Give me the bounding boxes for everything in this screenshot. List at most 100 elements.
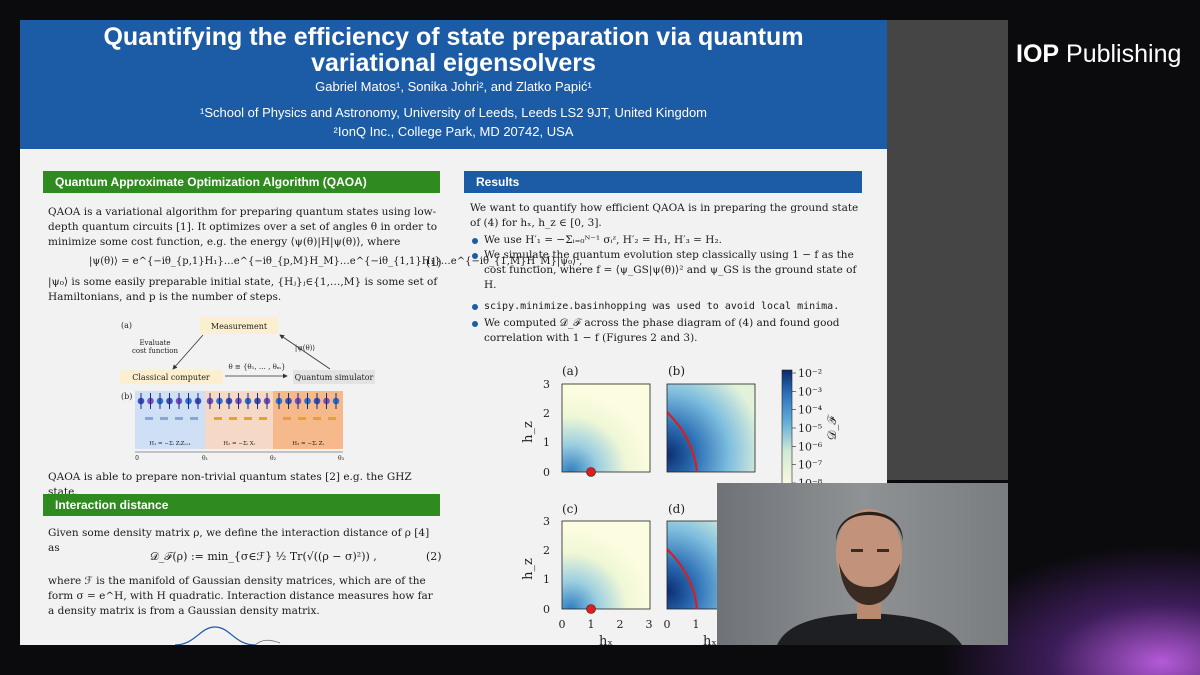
classical-computer-box xyxy=(120,370,223,384)
affiliation-1: ¹School of Physics and Astronomy, Univer… xyxy=(199,105,708,120)
panel-d-label: (d) xyxy=(668,502,685,516)
c-xlabel: hₓ xyxy=(599,634,613,645)
hamiltonian-h2: H₂ = −Σᵢ Xᵢ xyxy=(223,441,255,447)
hamiltonian-h3: H₃ = −Σᵢ Zᵢ xyxy=(292,441,324,447)
quantum-simulator-box xyxy=(293,370,375,384)
panel-a-label: (a) xyxy=(562,364,579,378)
c-ytick-3: 3 xyxy=(543,515,550,528)
qaoa-paragraph: QAOA is a variational algorithm for prep… xyxy=(48,206,438,248)
qaoa-figure: (a) Measurement Evaluate cost function |… xyxy=(120,317,375,462)
colorbar-ticks: 10⁻²10⁻³10⁻⁴10⁻⁵10⁻⁶10⁻⁷10⁻⁸ xyxy=(792,367,823,490)
bullet-hamiltonians: We use H′₁ = −Σᵢ₌₀ᴺ⁻¹ σᵢᶻ, H′₂ = H₁, H′₃… xyxy=(472,233,862,248)
authors: Gabriel Matos¹, Sonika Johri², and Zlatk… xyxy=(315,79,592,94)
d-xtick-1: 1 xyxy=(693,618,700,631)
c-xtick-2: 2 xyxy=(617,618,624,631)
colorbar-tick-label: 10⁻⁶ xyxy=(798,440,823,453)
interaction-distance-heading: Interaction distance xyxy=(43,494,440,516)
presenter-video xyxy=(717,483,1008,645)
operator-mark xyxy=(328,417,336,420)
phase-line-b xyxy=(666,411,699,473)
webcam-feed xyxy=(717,483,1008,645)
qaoa-paragraph-2: |ψ₀⟩ is some easily preparable initial s… xyxy=(48,276,438,303)
interaction-paragraph: Given some density matrix ρ, we define t… xyxy=(48,527,430,554)
colorbar-tick-label: 10⁻³ xyxy=(798,385,822,398)
phase-line-d xyxy=(666,548,699,610)
heatmap-c xyxy=(561,520,651,610)
poster: Quantifying the efficiency of state prep… xyxy=(20,20,887,645)
c-ytick-0: 0 xyxy=(543,603,550,616)
marker-c xyxy=(586,604,596,614)
colorbar-tick-label: 10⁻² xyxy=(798,367,822,380)
operator-mark xyxy=(259,417,267,420)
tick-0: 0 xyxy=(135,455,139,462)
qaoa-heading: Quantum Approximate Optimization Algorit… xyxy=(43,171,440,193)
evaluate-label: Evaluate xyxy=(139,339,170,347)
gaussian-sketch xyxy=(174,626,281,645)
spin-chain xyxy=(137,393,340,420)
title-line-1: Quantifying the efficiency of state prep… xyxy=(103,23,804,51)
c-ylabel: h_z xyxy=(521,558,536,580)
c-xtick-3: 3 xyxy=(646,618,653,631)
d-xtick-0: 0 xyxy=(664,618,671,631)
tick-theta2: θ₂ xyxy=(270,455,277,462)
heatmap-a xyxy=(561,383,651,473)
theta-label: θ ≡ {θ₁, … , θₘ} xyxy=(228,363,285,371)
c-xtick-0: 0 xyxy=(559,618,566,631)
operator-mark xyxy=(214,417,222,420)
a-ytick-2: 2 xyxy=(543,407,550,420)
poster-banner: Quantifying the efficiency of state prep… xyxy=(20,20,887,149)
measurement-label: Measurement xyxy=(211,322,268,331)
interaction-paragraph-2: where ℱ is the manifold of Gaussian dens… xyxy=(48,575,433,617)
marker-a xyxy=(586,467,596,477)
operator-mark xyxy=(160,417,168,420)
poster-title: Quantifying the efficiency of state prep… xyxy=(20,24,887,76)
results-intro: We want to quantify how efficient QAOA i… xyxy=(470,202,859,229)
a-ytick-0: 0 xyxy=(543,466,550,479)
operator-mark xyxy=(229,417,237,420)
psi-label: |ψ(θ)⟩ xyxy=(295,344,316,352)
tick-theta3: θ₃ xyxy=(338,455,345,462)
operator-mark xyxy=(175,417,183,420)
equation-1-number: (1) xyxy=(426,256,442,269)
classical-computer-label: Classical computer xyxy=(132,373,210,382)
operator-mark xyxy=(244,417,252,420)
panel-b-label: (b) xyxy=(668,364,685,378)
fig-label-b: (b) xyxy=(121,392,132,401)
equation-2-number: (2) xyxy=(426,550,442,563)
side-panel xyxy=(887,20,1008,480)
a-ytick-3: 3 xyxy=(543,378,550,391)
c-ytick-2: 2 xyxy=(543,544,550,557)
quantum-simulator-label: Quantum simulator xyxy=(295,373,374,382)
operator-mark xyxy=(313,417,321,420)
results-bullets: We use H′₁ = −Σᵢ₌₀ᴺ⁻¹ σᵢᶻ, H′₂ = H₁, H′₃… xyxy=(470,233,862,346)
fig-label-a: (a) xyxy=(121,321,132,330)
bullet-scipy: scipy.minimize.basinhopping was used to … xyxy=(472,299,862,314)
colorbar-tick-label: 10⁻⁷ xyxy=(798,459,823,472)
bullet-correlation: We computed 𝒟_ℱ across the phase diagram… xyxy=(472,316,862,346)
colorbar-tick-label: 10⁻⁵ xyxy=(798,422,822,435)
equation-2: 𝒟_ℱ(ρ) := min_{σ∈ℱ} ½ Tr(√((ρ − σ)²)) , xyxy=(150,550,377,563)
hamiltonian-h1: H₁ = −Σᵢ ZᵢZᵢ₊₁ xyxy=(149,441,190,447)
measurement-box xyxy=(200,317,278,334)
colorbar-label: 𝒟_ℱ xyxy=(825,414,839,441)
cost-function-label: cost function xyxy=(132,347,179,355)
tick-theta1: θ₁ xyxy=(202,455,208,462)
a-ytick-1: 1 xyxy=(543,436,550,449)
iop-publishing-logo: IOP Publishing xyxy=(1016,40,1182,68)
operator-mark xyxy=(145,417,153,420)
d-xlabel: hₓ xyxy=(703,634,717,645)
affiliation-2: ²IonQ Inc., College Park, MD 20742, USA xyxy=(333,124,574,139)
panel-c-label: (c) xyxy=(562,502,578,516)
operator-mark xyxy=(190,417,198,420)
a-ylabel: h_z xyxy=(521,421,536,443)
operator-mark xyxy=(298,417,306,420)
equation-1: |ψ(θ)⟩ = e^{−iθ_{p,1}H₁}…e^{−iθ_{p,M}H_M… xyxy=(89,256,583,267)
operator-mark xyxy=(283,417,291,420)
bullet-simulation: We simulate the quantum evolution step c… xyxy=(472,248,862,293)
title-line-2: variational eigensolvers xyxy=(311,49,596,77)
colorbar xyxy=(781,369,793,487)
colorbar-tick-label: 10⁻⁴ xyxy=(798,404,823,417)
c-xtick-1: 1 xyxy=(588,618,595,631)
results-heading: Results xyxy=(464,171,862,193)
c-ytick-1: 1 xyxy=(543,573,550,586)
